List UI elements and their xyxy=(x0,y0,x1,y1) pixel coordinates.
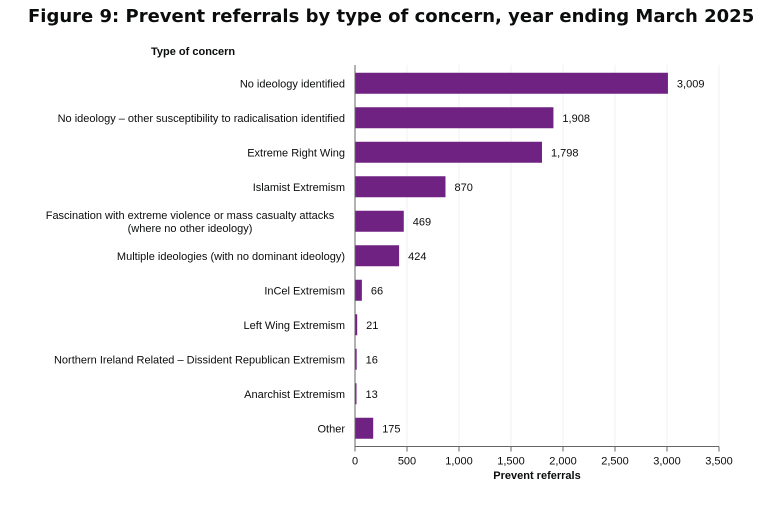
x-axis: 0 500 1,000 1,500 2,000 2,500 3,000 3,500 xyxy=(352,65,733,468)
bar xyxy=(355,348,357,370)
category-label-line: No ideology – other susceptibility to ra… xyxy=(58,113,345,125)
x-tick-label: 0 xyxy=(352,456,358,468)
category-label-line: InCel Extremism xyxy=(264,285,345,297)
bar xyxy=(355,72,668,94)
bar xyxy=(355,417,374,439)
x-tick-label: 2,000 xyxy=(549,456,577,468)
bar xyxy=(355,176,446,198)
category-label: InCel Extremism xyxy=(264,285,345,297)
bar xyxy=(355,245,400,267)
value-label: 66 xyxy=(371,285,383,297)
bars xyxy=(355,72,668,439)
category-label: Other xyxy=(317,423,345,435)
x-tick-label: 3,000 xyxy=(653,456,681,468)
x-tick-label: 1,500 xyxy=(497,456,525,468)
x-tick-label: 1,000 xyxy=(445,456,473,468)
category-label: Fascination with extreme violence or mas… xyxy=(46,210,335,235)
bar xyxy=(355,383,357,405)
category-labels: No ideology identified No ideology – othe… xyxy=(46,78,346,435)
category-label: Multiple ideologies (with no dominant id… xyxy=(117,251,345,263)
category-label-line: Islamist Extremism xyxy=(253,182,345,194)
value-labels: 3,009 1,908 1,798 870 469 424 66 21 16 13 175 xyxy=(366,78,705,435)
value-label: 13 xyxy=(366,389,378,401)
value-label: 469 xyxy=(413,216,431,228)
category-label: No ideology – other susceptibility to ra… xyxy=(58,113,345,125)
x-axis-title: Prevent referrals xyxy=(493,470,580,482)
category-label-line: Anarchist Extremism xyxy=(244,389,345,401)
y-axis-title: Type of concern xyxy=(151,46,235,58)
category-label-line: Left Wing Extremism xyxy=(244,320,345,332)
x-tick-label: 3,500 xyxy=(705,456,733,468)
category-label: Islamist Extremism xyxy=(253,182,345,194)
category-label-line: Other xyxy=(317,423,345,435)
bar xyxy=(355,314,358,336)
value-label: 16 xyxy=(366,354,378,366)
category-label-line: (where no other ideology) xyxy=(128,223,253,235)
value-label: 1,908 xyxy=(562,113,590,125)
category-label-line: Northern Ireland Related – Dissident Rep… xyxy=(54,354,345,366)
x-tick-label: 2,500 xyxy=(601,456,629,468)
value-label: 21 xyxy=(366,320,378,332)
value-label: 3,009 xyxy=(677,78,705,90)
value-label: 1,798 xyxy=(551,147,579,159)
category-label-line: Extreme Right Wing xyxy=(247,147,345,159)
category-label: Anarchist Extremism xyxy=(244,389,345,401)
bar xyxy=(355,107,554,129)
category-label: Extreme Right Wing xyxy=(247,147,345,159)
x-tick-label: 500 xyxy=(398,456,416,468)
bar xyxy=(355,210,404,232)
category-label: Northern Ireland Related – Dissident Rep… xyxy=(54,354,345,366)
chart-title: Figure 9: Prevent referrals by type of c… xyxy=(28,6,755,27)
bar xyxy=(355,279,362,301)
value-label: 870 xyxy=(454,182,472,194)
gridlines xyxy=(406,65,720,447)
category-label-line: Fascination with extreme violence or mas… xyxy=(46,210,335,222)
value-label: 175 xyxy=(382,423,400,435)
category-label-line: Multiple ideologies (with no dominant id… xyxy=(117,251,345,263)
bar xyxy=(355,141,542,163)
category-label: Left Wing Extremism xyxy=(244,320,345,332)
value-label: 424 xyxy=(408,251,426,263)
category-label: No ideology identified xyxy=(240,78,345,90)
category-label-line: No ideology identified xyxy=(240,78,345,90)
